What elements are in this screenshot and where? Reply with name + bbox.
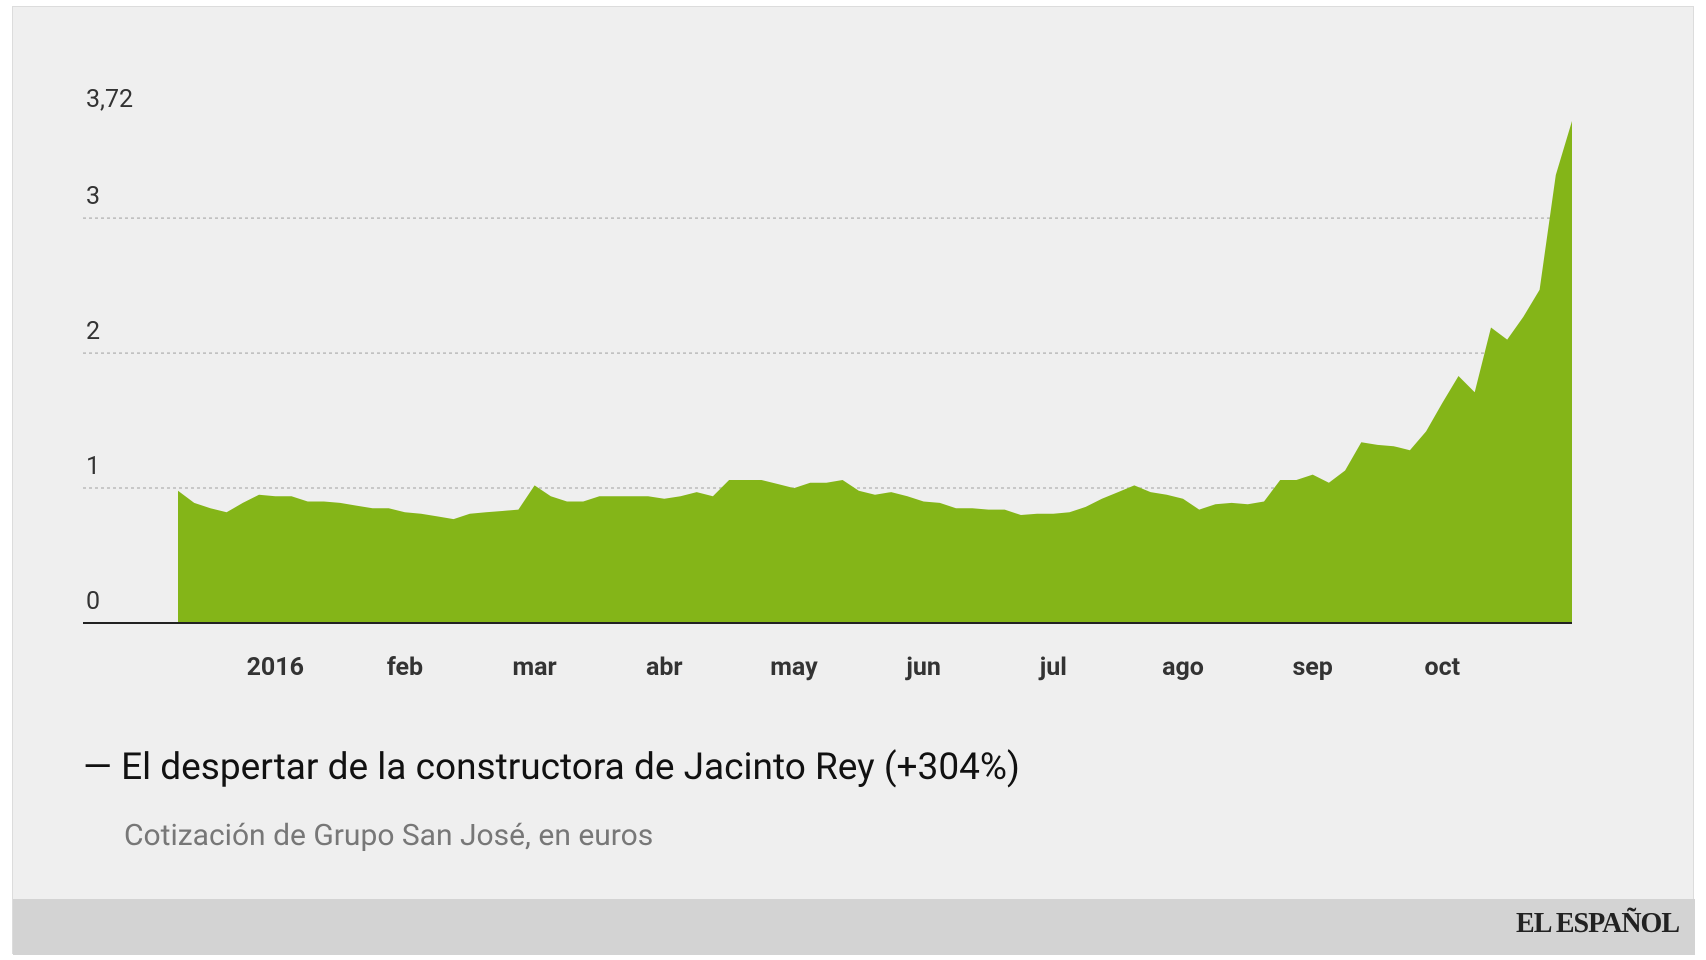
chart-title: — El despertar de la constructora de Jac… [83, 746, 1020, 789]
y-tick-label: 3 [86, 182, 100, 211]
x-tick-label: 2016 [247, 653, 304, 682]
chart: EL ESPAÑOL — El despertar de la construc… [13, 85, 1695, 955]
x-tick-label: jun [904, 653, 941, 682]
footer-bar [13, 899, 1695, 955]
y-tick-label: 2 [86, 317, 100, 346]
x-tick-label: jul [1038, 653, 1067, 682]
x-tick-label: oct [1425, 653, 1461, 682]
chart-subtitle: Cotización de Grupo San José, en euros [124, 818, 653, 853]
x-tick-label: sep [1292, 653, 1332, 682]
y-tick-label: 3,72 [86, 85, 133, 114]
x-tick-label: may [770, 653, 818, 682]
y-tick-label: 0 [86, 587, 100, 616]
x-tick-label: mar [513, 653, 557, 682]
x-tick-label: feb [387, 653, 423, 682]
y-tick-label: 1 [86, 452, 100, 481]
source-logo: EL ESPAÑOL [1516, 908, 1679, 939]
x-tick-label: abr [646, 653, 683, 682]
area [178, 121, 1572, 623]
x-tick-label: ago [1162, 653, 1204, 682]
chart-card: EL ESPAÑOL — El despertar de la construc… [12, 6, 1695, 955]
